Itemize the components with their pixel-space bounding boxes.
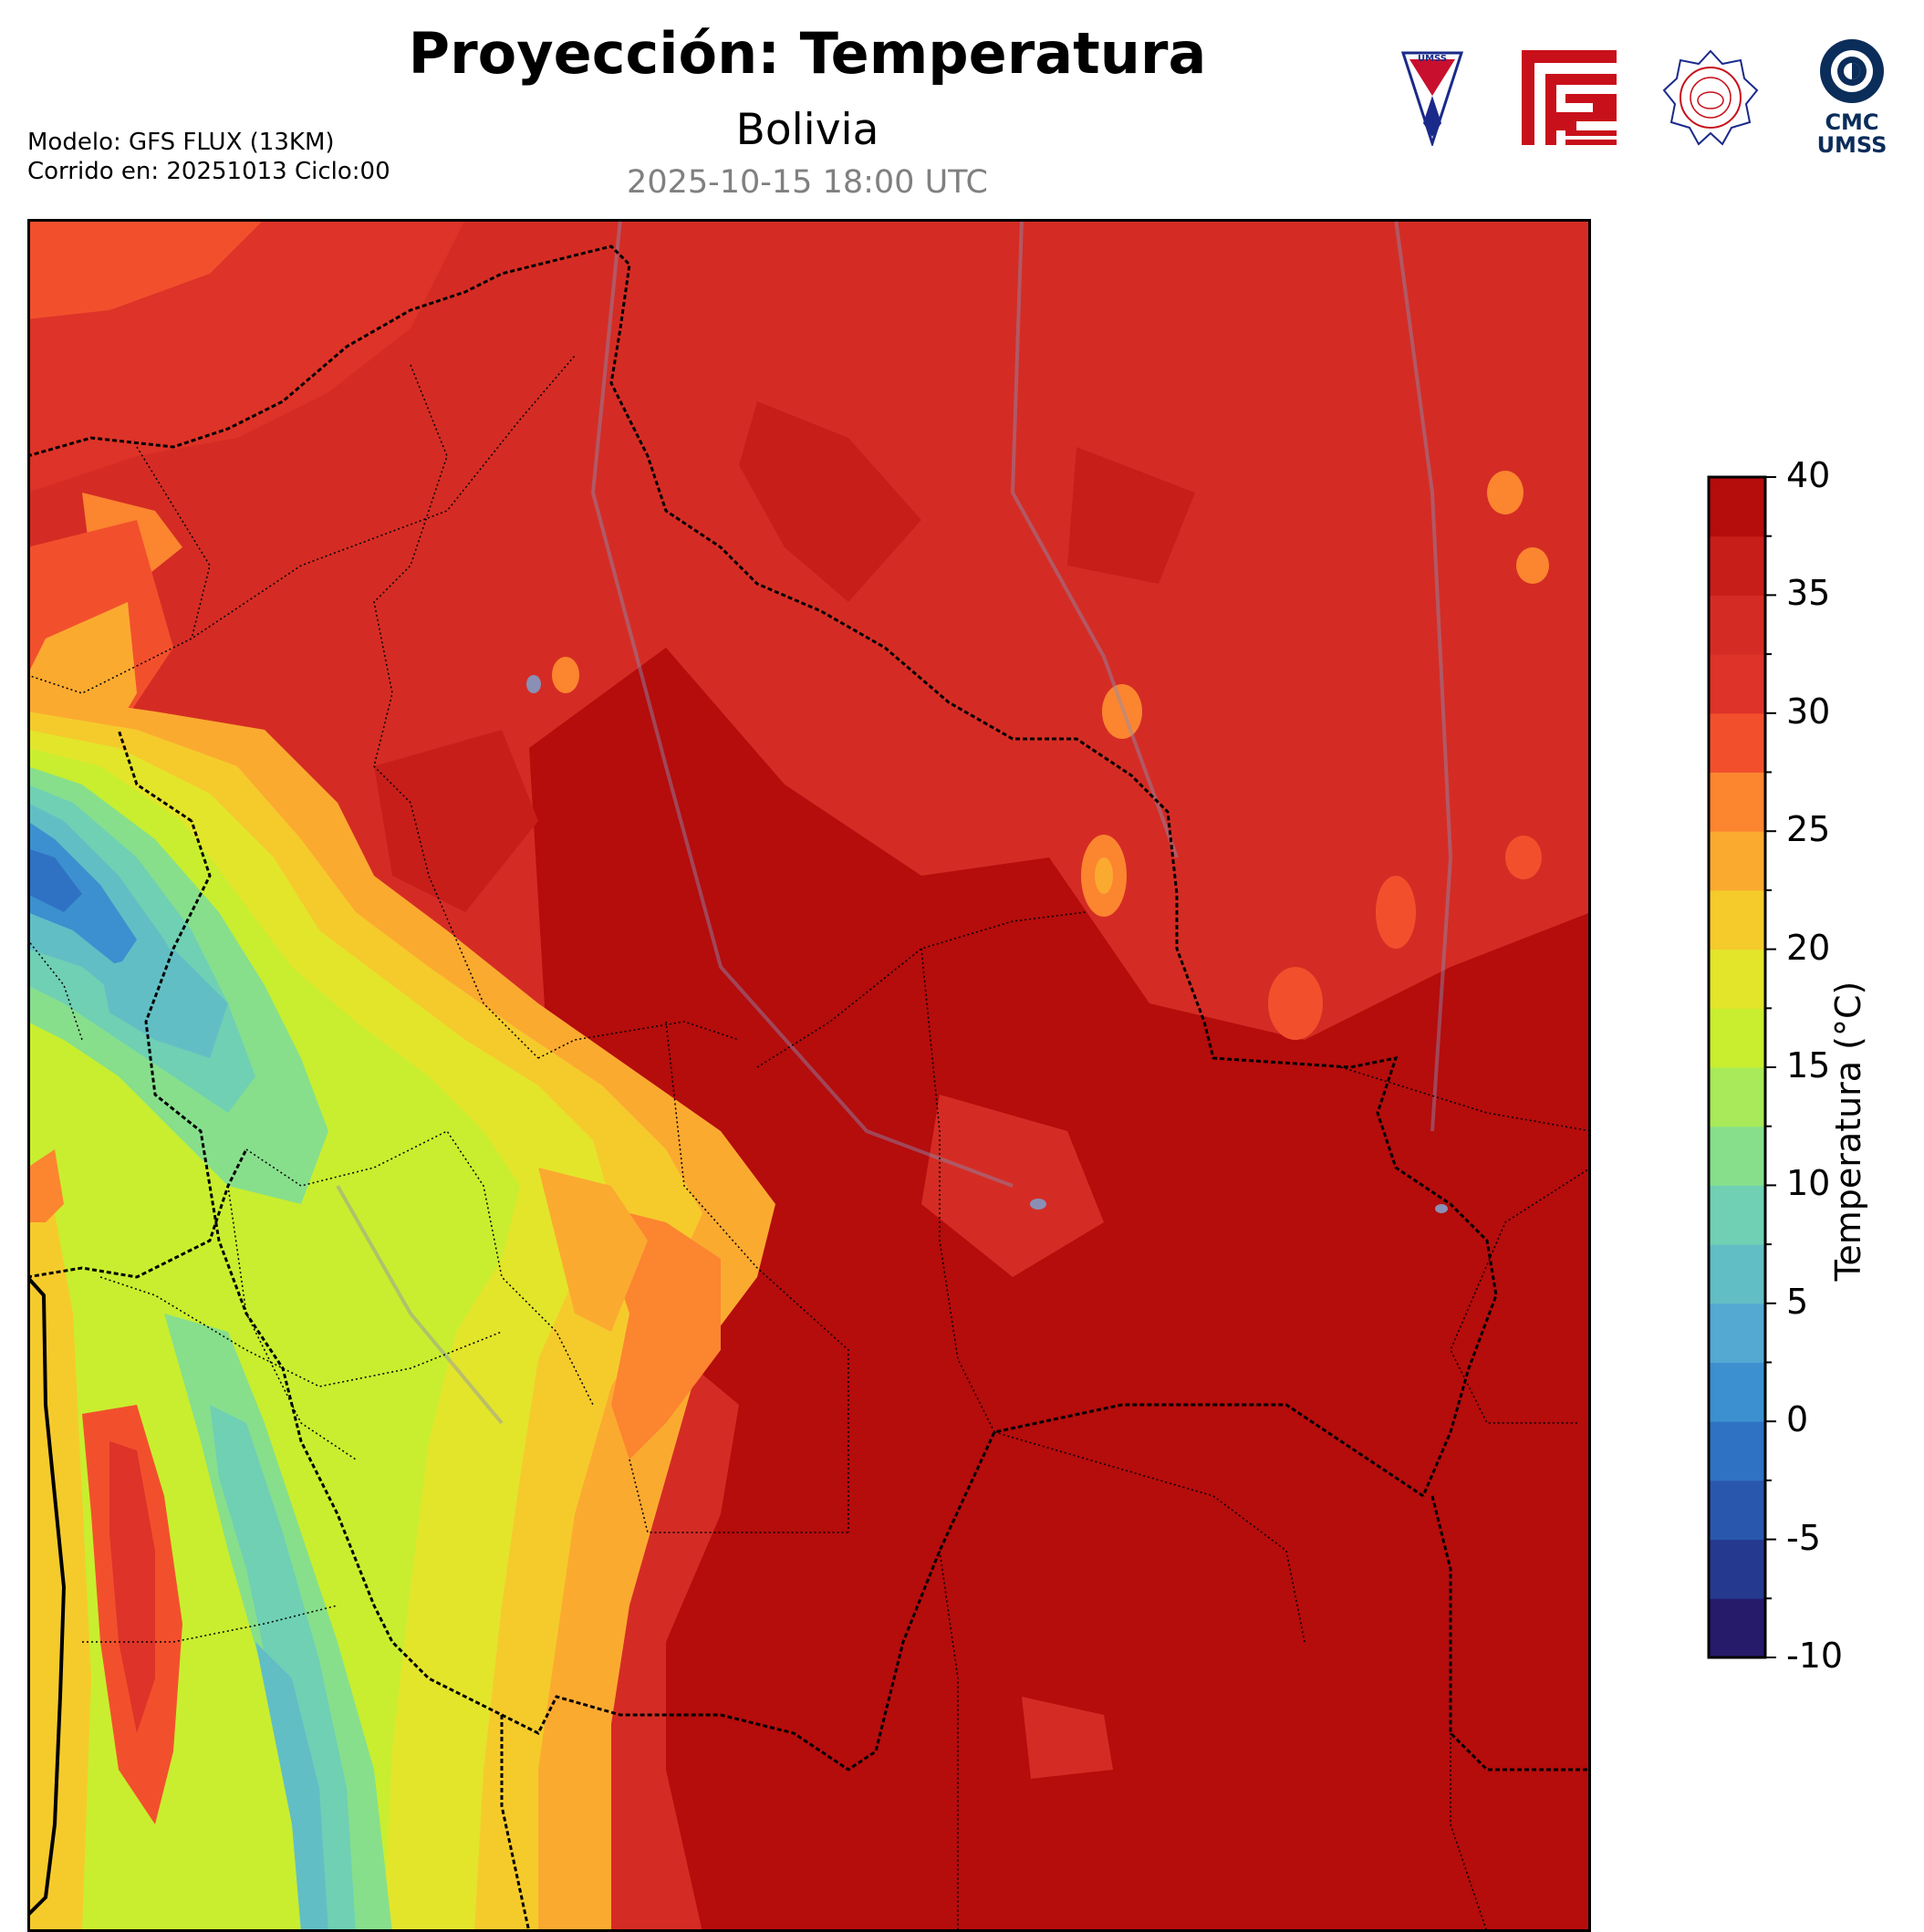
colorbar-segment [1709,477,1765,537]
colorbar-tick-label: 30 [1786,691,1831,732]
colorbar-tick-label: 35 [1786,573,1831,614]
model-info: Modelo: GFS FLUX (13KM) Corrido en: 2025… [27,128,390,186]
colorbar-tick-label: -5 [1786,1517,1821,1558]
map-title: Proyección: Temperatura [408,20,1207,87]
colorbar-segment [1709,1244,1765,1304]
model-line: Modelo: GFS FLUX (13KM) [27,129,335,156]
department-borders [27,355,1591,1932]
colorbar-segment [1709,1303,1765,1363]
colorbar-segment [1709,1539,1765,1599]
temperature-map [27,219,1591,1932]
colorbar-segment [1709,1185,1765,1245]
colorbar-tick-label: 25 [1786,809,1831,850]
colorbar-segment [1709,831,1765,891]
physics-department-seal-logo [1660,47,1761,148]
colorbar-segment [1709,1008,1765,1068]
cmc-logo-line1: CMC [1825,109,1879,135]
faculty-logo [1522,50,1617,145]
colorbar-segment [1709,1480,1765,1541]
colorbar-segment [1709,535,1765,596]
colorbar-segment [1709,1598,1765,1658]
international-borders [27,244,1591,1932]
colorbar-segment [1709,949,1765,1009]
colorbar-segment [1709,772,1765,832]
colorbar-tick-label: 15 [1786,1045,1831,1085]
colorbar-segment [1709,654,1765,714]
colorbar-title: Temperatura (°C) [1828,981,1868,1282]
colorbar-tick-label: 20 [1786,927,1831,968]
colorbar-tick-label: 0 [1786,1399,1809,1440]
colorbar-segment [1709,595,1765,655]
colorbar-segment [1709,1421,1765,1481]
colorbar-tick-label: 40 [1786,455,1831,495]
umss-logo-text: UMSS [1418,54,1447,64]
colorbar-segment [1709,889,1765,950]
valid-datetime: 2025-10-15 18:00 UTC [627,164,988,201]
rivers [336,219,1453,1425]
umss-shield-logo: UMSS [1400,50,1464,148]
temperature-field [30,222,1588,1929]
map-subtitle: Bolivia [735,105,879,155]
colorbar-tick-label: -10 [1786,1636,1844,1676]
coastline [27,1275,67,1917]
colorbar-tick-label: 10 [1786,1163,1831,1204]
colorbar-segment [1709,1362,1765,1422]
cmc-logo-line2: UMSS [1816,132,1888,158]
colorbar-segment [1709,712,1765,773]
colorbar-segment [1709,1067,1765,1127]
colorbar-segment [1709,1126,1765,1186]
run-line: Corrido en: 20251013 Ciclo:00 [27,158,390,185]
colorbar-tick-label: 5 [1786,1281,1809,1322]
temperature-colorbar [1706,474,1779,1664]
cmc-umss-logo: CMC UMSS [1806,36,1898,160]
